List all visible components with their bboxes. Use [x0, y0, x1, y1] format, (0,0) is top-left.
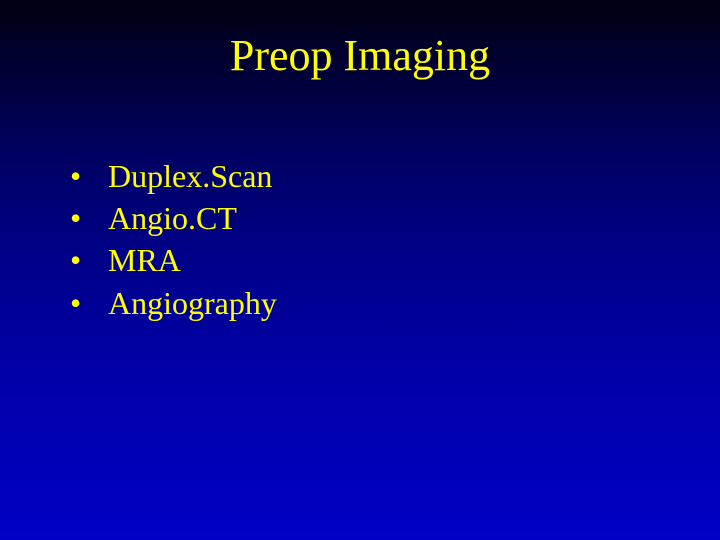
slide: Preop Imaging • Duplex.Scan • Angio.CT •… [0, 0, 720, 540]
bullet-marker: • [70, 155, 108, 197]
bullet-marker: • [70, 197, 108, 239]
list-item: • Angio.CT [70, 197, 277, 239]
bullet-text: Angio.CT [108, 197, 237, 239]
bullet-marker: • [70, 282, 108, 324]
bullet-text: Angiography [108, 282, 277, 324]
bullet-text: Duplex.Scan [108, 155, 272, 197]
list-item: • Duplex.Scan [70, 155, 277, 197]
bullet-list: • Duplex.Scan • Angio.CT • MRA • Angiogr… [70, 155, 277, 324]
slide-title: Preop Imaging [0, 30, 720, 81]
bullet-text: MRA [108, 239, 181, 281]
list-item: • MRA [70, 239, 277, 281]
bullet-marker: • [70, 239, 108, 281]
list-item: • Angiography [70, 282, 277, 324]
